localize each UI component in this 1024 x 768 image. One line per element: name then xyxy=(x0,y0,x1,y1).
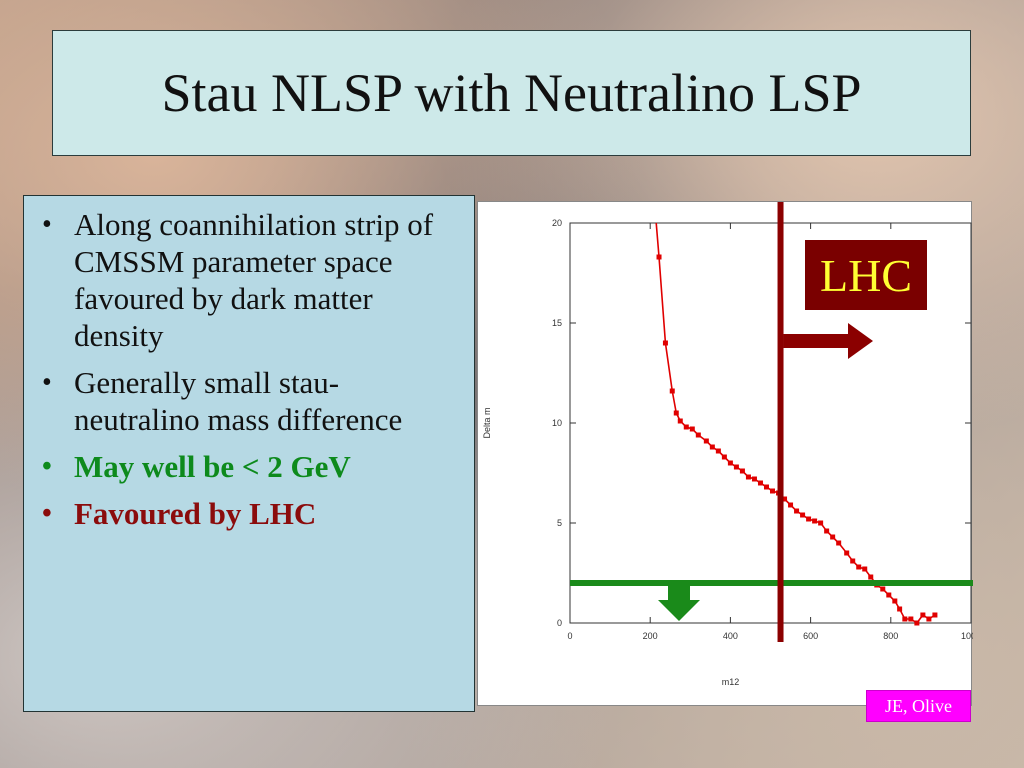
x-tick-label: 800 xyxy=(883,631,898,641)
x-tick-label: 1000 xyxy=(961,631,973,641)
y-axis-label: Delta m xyxy=(482,407,492,438)
data-point xyxy=(868,574,874,580)
bullet-text: May well be < 2 GeV xyxy=(74,449,351,484)
data-point xyxy=(770,488,776,494)
y-tick-label: 0 xyxy=(557,618,562,628)
y-tick-label: 10 xyxy=(552,418,562,428)
bullet-dot-icon: • xyxy=(42,209,52,240)
delta-m-vs-m12-chart: 0 200 400 600 800 1000 0 5 10 15 20 m12 Delta m xyxy=(482,202,973,687)
data-point xyxy=(656,254,662,260)
data-point xyxy=(862,566,868,572)
data-point xyxy=(703,438,709,444)
data-point xyxy=(850,558,856,564)
bullet-list: • Along coannihilation strip of CMSSM par… xyxy=(38,206,460,532)
data-point xyxy=(902,616,908,622)
bullet-item: • Favoured by LHC xyxy=(38,495,460,532)
data-point xyxy=(830,534,836,540)
data-point xyxy=(757,480,763,486)
data-point xyxy=(695,432,701,438)
data-point xyxy=(908,616,914,622)
data-point xyxy=(897,606,903,612)
data-point xyxy=(856,564,862,570)
bullet-dot-icon: • xyxy=(42,367,52,398)
x-tick-label: 200 xyxy=(643,631,658,641)
data-point xyxy=(824,528,830,534)
title-box: Stau NLSP with Neutralino LSP xyxy=(52,30,971,156)
x-axis-label: m12 xyxy=(722,677,740,687)
data-point xyxy=(715,448,721,454)
credit-label: JE, Olive xyxy=(866,690,971,722)
data-point xyxy=(727,460,733,466)
bullet-text: Generally small stau-neutralino mass dif… xyxy=(74,365,403,437)
data-point xyxy=(739,468,745,474)
data-point xyxy=(932,612,938,618)
data-point xyxy=(788,502,794,508)
y-tick-label: 5 xyxy=(557,518,562,528)
bullet-item: • Along coannihilation strip of CMSSM par… xyxy=(38,206,460,354)
data-point xyxy=(806,516,812,522)
data-point xyxy=(892,598,898,604)
data-point xyxy=(836,540,842,546)
down-arrow-icon xyxy=(658,585,700,621)
x-tick-label: 600 xyxy=(803,631,818,641)
data-point xyxy=(920,612,926,618)
x-tick-label: 400 xyxy=(723,631,738,641)
data-point xyxy=(844,550,850,556)
bullet-item: • May well be < 2 GeV xyxy=(38,448,460,485)
data-point xyxy=(677,418,683,424)
data-point xyxy=(673,410,679,416)
data-point xyxy=(669,388,675,394)
data-point xyxy=(709,444,715,450)
data-point xyxy=(812,518,818,524)
bullet-text: Favoured by LHC xyxy=(74,496,317,531)
bullet-dot-icon: • xyxy=(42,498,52,529)
slide-title: Stau NLSP with Neutralino LSP xyxy=(161,63,862,123)
bullet-dot-icon: • xyxy=(42,451,52,482)
data-point xyxy=(751,476,757,482)
right-arrow-icon xyxy=(783,323,873,359)
data-point xyxy=(794,508,800,514)
y-tick-label: 20 xyxy=(552,218,562,228)
data-point xyxy=(782,496,788,502)
data-point xyxy=(763,484,769,490)
lhc-label-box: LHC xyxy=(805,240,927,310)
data-point xyxy=(800,512,806,518)
data-point xyxy=(683,424,689,430)
data-point xyxy=(689,426,695,432)
data-point xyxy=(880,586,886,592)
y-tick-label: 15 xyxy=(552,318,562,328)
bullet-item: • Generally small stau-neutralino mass di… xyxy=(38,364,460,438)
data-point xyxy=(721,454,727,460)
data-point xyxy=(926,616,932,622)
x-tick-label: 0 xyxy=(567,631,572,641)
data-point xyxy=(745,474,751,480)
data-point xyxy=(886,592,892,598)
data-point xyxy=(818,520,824,526)
data-point xyxy=(914,620,920,626)
bullet-list-panel: • Along coannihilation strip of CMSSM par… xyxy=(23,195,475,712)
bullet-text: Along coannihilation strip of CMSSM para… xyxy=(74,207,434,353)
data-point xyxy=(733,464,739,470)
data-point xyxy=(662,340,668,346)
